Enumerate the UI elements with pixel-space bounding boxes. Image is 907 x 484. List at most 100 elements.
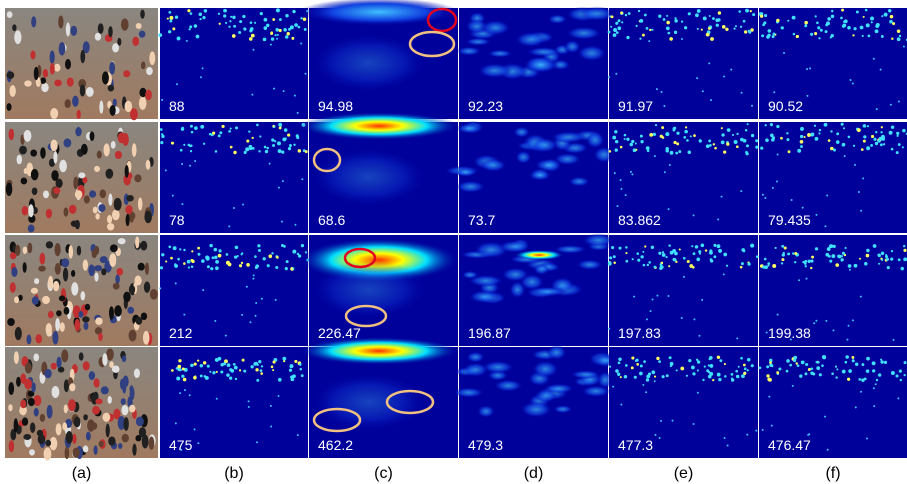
person <box>73 176 79 190</box>
density-blob <box>498 240 530 253</box>
density-dot <box>745 144 749 148</box>
density-dot <box>642 250 645 253</box>
density-dot <box>786 138 790 142</box>
person <box>109 361 114 368</box>
density-dot <box>752 13 756 17</box>
density-dot <box>723 362 726 366</box>
person <box>40 147 46 159</box>
density-dot <box>791 15 796 20</box>
density-dot <box>792 32 796 36</box>
density-dot <box>686 139 689 142</box>
density-dot <box>853 263 858 268</box>
density-dot <box>860 209 863 212</box>
person <box>70 270 76 277</box>
density-dot <box>666 14 669 17</box>
density-dot <box>903 361 907 365</box>
density-dot <box>896 29 901 33</box>
density-dot <box>633 295 636 298</box>
density-dot <box>225 21 228 25</box>
density-dot <box>277 186 280 189</box>
density-dot <box>624 194 627 197</box>
density-dot <box>851 319 854 322</box>
density-dot <box>831 254 836 259</box>
person <box>45 208 53 219</box>
person <box>75 127 82 137</box>
density-dot <box>768 377 772 382</box>
density-dot <box>278 122 283 127</box>
density-dot <box>733 27 736 30</box>
density-dot <box>903 373 906 377</box>
person <box>70 25 78 36</box>
density-dot <box>896 134 899 137</box>
density-dot <box>743 30 748 34</box>
density-blob <box>309 33 429 93</box>
density-dot <box>800 360 805 365</box>
density-dot <box>823 415 826 418</box>
person <box>107 395 112 404</box>
density-dot <box>675 369 678 372</box>
density-dot <box>766 365 770 369</box>
person <box>31 296 39 305</box>
density-dot <box>229 145 233 149</box>
density-dot <box>781 244 785 248</box>
density-dot <box>651 28 654 31</box>
density-dot <box>176 36 181 41</box>
density-dot <box>702 378 705 382</box>
density-dot <box>796 364 800 367</box>
density-dot <box>282 356 287 361</box>
person <box>20 373 27 384</box>
count-label: 477.3 <box>618 437 653 453</box>
density-dot <box>776 313 779 316</box>
density-dot <box>668 356 672 360</box>
person <box>102 353 108 366</box>
density-dot <box>238 264 243 268</box>
person <box>108 306 114 320</box>
density-dot <box>183 389 186 392</box>
density-dot <box>653 380 656 383</box>
density-dot <box>217 253 222 258</box>
person <box>107 84 115 92</box>
density-dot <box>249 321 252 324</box>
density-dot <box>297 149 302 153</box>
density-dot <box>619 179 622 182</box>
density-dot <box>692 422 695 425</box>
density-dot <box>735 374 740 379</box>
density-dot <box>780 262 784 265</box>
person <box>65 58 72 70</box>
density-dot <box>199 76 202 79</box>
person <box>138 96 147 110</box>
person <box>76 245 82 256</box>
density-dot <box>851 82 854 85</box>
density-blob <box>565 26 602 40</box>
density-dot <box>740 91 743 94</box>
density-dot <box>897 258 901 262</box>
density-dot <box>189 25 193 29</box>
density-dot <box>688 359 692 363</box>
density-dot <box>199 374 203 378</box>
density-dot <box>166 17 169 20</box>
density-dot <box>269 404 272 407</box>
density-dot <box>678 248 681 251</box>
density-dot <box>791 252 795 255</box>
density-dot <box>613 172 616 175</box>
count-label: 462.2 <box>318 437 353 453</box>
density-dot <box>723 75 726 78</box>
density-dot <box>229 127 232 130</box>
density-dot <box>871 361 876 366</box>
density-dot <box>228 25 231 28</box>
density-dot <box>903 257 907 262</box>
density-dot <box>860 390 863 393</box>
column-label: (b) <box>224 465 244 482</box>
person <box>121 433 129 443</box>
density-dot <box>174 422 177 425</box>
density-dot <box>637 258 641 262</box>
density-dot <box>698 139 702 143</box>
density-dot <box>230 15 233 18</box>
density-dot <box>187 266 190 269</box>
person <box>14 296 20 304</box>
density-dot <box>696 77 699 80</box>
person <box>93 445 98 455</box>
density-blob <box>520 401 553 418</box>
person <box>98 332 103 342</box>
person <box>9 282 16 293</box>
